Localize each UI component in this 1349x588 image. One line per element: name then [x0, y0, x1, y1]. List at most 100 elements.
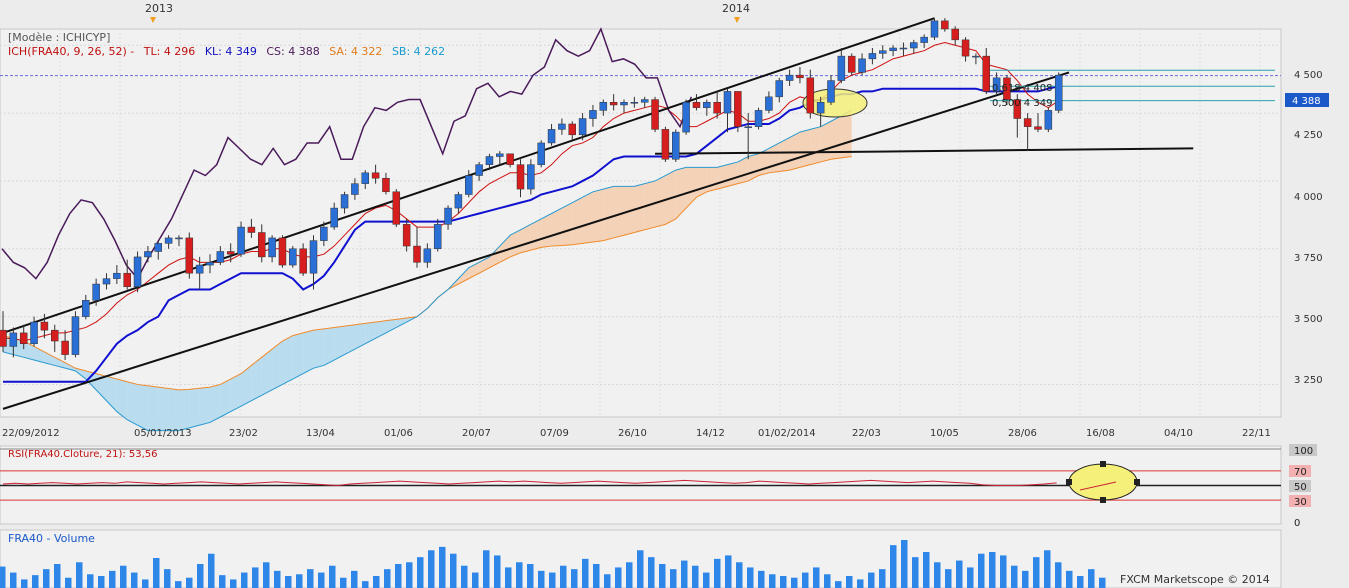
candle-bear [661, 129, 670, 160]
cloud-segment [582, 191, 593, 244]
candle-bear [568, 123, 576, 136]
volume-bar [120, 565, 127, 588]
date-tick: 13/04 [306, 428, 335, 439]
volume-bar [351, 570, 358, 588]
volume-bar [1033, 557, 1040, 588]
candle-bear [123, 272, 131, 288]
rsi-highlight-ellipse [1068, 463, 1138, 501]
candle-bull [113, 272, 121, 279]
candle-bull [309, 240, 318, 274]
rsi-tick-50: 50 [1294, 482, 1307, 493]
volume-bar [197, 564, 204, 588]
candle-bull [889, 47, 897, 51]
volume-bar [252, 567, 259, 588]
cloud-segment [613, 186, 624, 238]
volume-bar [318, 572, 325, 588]
volume-bar [670, 569, 677, 588]
volume-bar [109, 570, 116, 588]
cloud-segment [385, 319, 397, 333]
selection-handle [1100, 497, 1106, 503]
candle-bull [423, 248, 432, 263]
volume-bar [1077, 576, 1084, 588]
candle-bear [258, 232, 266, 258]
selection-handle [1134, 479, 1140, 485]
date-tick: 20/07 [462, 428, 491, 439]
volume-bar [736, 562, 743, 588]
cloud-segment [168, 388, 179, 431]
price-tick: 4 000 [1294, 192, 1323, 203]
candle-bull [672, 131, 680, 160]
candle-bear [413, 245, 421, 263]
volume-bar [395, 564, 402, 588]
volume-bar [340, 577, 347, 588]
volume-bar [571, 569, 578, 588]
volume-bar [98, 576, 105, 588]
candle-bull [930, 20, 939, 38]
volume-bar [142, 579, 149, 588]
candle-bull [361, 172, 369, 184]
cloud-segment [292, 332, 304, 380]
selection-handle [1066, 479, 1072, 485]
current-price-badge [1285, 93, 1329, 107]
candle-bear [941, 20, 949, 30]
cloud-segment [799, 129, 811, 168]
cloud-segment [303, 330, 314, 374]
volume-bar [285, 576, 292, 588]
volume-bar [1011, 565, 1018, 588]
cloud-segment [75, 368, 86, 380]
year-marker-icon [150, 17, 156, 23]
date-tick: 14/12 [696, 428, 725, 439]
cloud-segment [603, 186, 614, 241]
rsi-line [2, 479, 1057, 487]
cloud-segment [44, 351, 55, 366]
cloud-segment [116, 379, 128, 420]
year-label-2013: 2013 [145, 2, 173, 15]
date-axis: 22/09/2012 05/01/2013 23/02 13/04 01/06 … [2, 428, 1271, 439]
date-tick: 28/06 [1008, 428, 1037, 439]
volume-bar [131, 572, 138, 588]
volume-bar [846, 576, 853, 588]
cloud-segment [499, 235, 511, 263]
volume-bar [758, 570, 765, 588]
candle-bear [1034, 126, 1042, 130]
volume-bar [76, 562, 83, 588]
volume-bar [659, 564, 666, 588]
cloud-segment [820, 121, 831, 162]
volume-bar [263, 562, 270, 588]
candle-bull [433, 224, 442, 250]
candle-bull [578, 118, 587, 136]
candle-bull [589, 110, 597, 119]
cloud-segment [748, 153, 759, 181]
candle-bull [992, 77, 1001, 92]
candle-bear [51, 329, 59, 342]
candle-bear [734, 91, 742, 127]
volume-bar [10, 572, 17, 588]
volume-bar [186, 577, 193, 588]
fib-label-618: 0,618 4 408 [992, 83, 1052, 94]
candle-bear [1023, 118, 1032, 127]
volume-label: FRA40 - Volume [8, 532, 95, 545]
cloud-segment [230, 373, 242, 412]
candle-bull [133, 256, 142, 288]
candle-bull [144, 251, 152, 258]
volume-bar [230, 579, 237, 588]
date-tick: 16/08 [1086, 428, 1115, 439]
cloud-segment [510, 229, 521, 257]
grid [0, 29, 1281, 417]
candle-bear [806, 77, 815, 114]
volume-bar [483, 550, 490, 588]
candle-bear [61, 340, 69, 355]
volume-bar [0, 566, 6, 588]
chikou-value: CS: 4 388 [266, 45, 319, 58]
volume-bar [692, 565, 699, 588]
cloud-segment [334, 326, 345, 361]
candle-bear [0, 329, 7, 347]
volume-bar [813, 567, 820, 588]
candle-bear [226, 251, 235, 255]
date-tick: 23/02 [229, 428, 258, 439]
volume-bar [989, 552, 996, 588]
volume-bar [725, 555, 732, 588]
candle-bull [330, 207, 338, 228]
volume-bar [802, 572, 809, 588]
rsi-label: RSI(FRA40.Cloture, 21): 53,56 [8, 449, 158, 460]
